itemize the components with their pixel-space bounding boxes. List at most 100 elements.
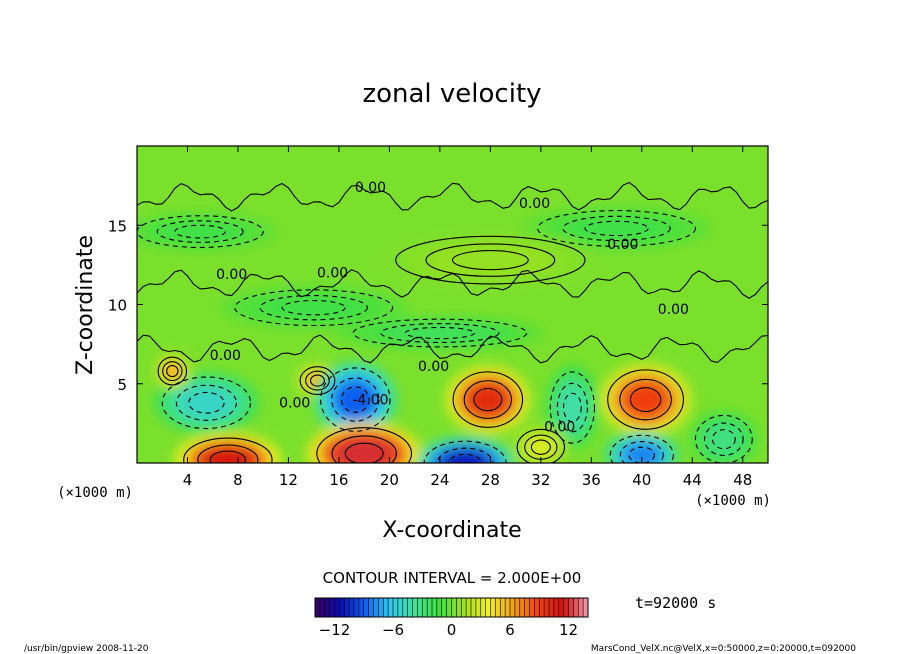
contour-line <box>309 374 325 387</box>
contour-label: 0.00 <box>355 180 386 196</box>
contour-line <box>259 294 368 321</box>
contour-interval-text: CONTOUR INTERVAL = 2.000E+00 <box>323 569 582 587</box>
x-tick-label: 36 <box>582 471 601 489</box>
contour-line <box>137 215 264 248</box>
colorbar-swatch <box>466 598 472 617</box>
x-axis-label: X-coordinate <box>382 518 521 543</box>
colorbar-swatch <box>563 598 569 617</box>
colorbar-swatch <box>568 598 574 617</box>
contour-line <box>549 371 596 444</box>
contour-line <box>609 434 674 463</box>
velocity-cell <box>525 435 556 459</box>
x-tick-label: 8 <box>233 471 243 489</box>
contour-line <box>452 371 524 428</box>
colorbar-swatch <box>315 598 321 617</box>
colorbar-swatch <box>368 598 374 617</box>
velocity-cell <box>159 221 241 242</box>
x-tick-label: 44 <box>683 471 702 489</box>
colorbar-swatch <box>407 598 413 617</box>
colorbar-swatch <box>329 598 335 617</box>
contour-line <box>166 364 179 378</box>
contour-label: 0.00 <box>279 396 310 412</box>
contour-line <box>556 382 588 433</box>
contour-line <box>174 224 226 239</box>
contour-line <box>305 370 330 391</box>
colorbar-swatch <box>480 598 486 617</box>
contour-line <box>281 299 346 316</box>
colorbar-swatch <box>334 598 340 617</box>
contour-label: 0.00 <box>210 348 241 364</box>
colorbar-swatch <box>519 598 525 617</box>
colorbar-swatch <box>436 598 443 617</box>
contour-line <box>161 376 252 430</box>
velocity-cell <box>384 324 496 342</box>
contour-line <box>344 442 384 463</box>
colorbar-swatch <box>534 598 540 617</box>
contour-line <box>188 391 225 414</box>
y-tick-label: 15 <box>108 217 127 235</box>
x-tick-label: 32 <box>531 471 550 489</box>
chart-title: zonal velocity <box>362 79 541 109</box>
zero-contour <box>137 181 768 212</box>
colorbar-swatch <box>349 598 355 617</box>
contour-line <box>530 439 551 455</box>
colorbar-swatch <box>544 598 550 617</box>
contour-label: 0.00 <box>658 302 689 318</box>
contour-line <box>619 441 664 463</box>
colorbar-tick-label: −12 <box>319 621 351 639</box>
contour-line <box>711 429 736 450</box>
contour-line <box>156 220 244 243</box>
velocity-cell <box>705 424 743 455</box>
contour-line <box>162 361 183 382</box>
contour-line <box>299 366 336 395</box>
colorbar-swatch <box>558 598 564 617</box>
colorbar-swatch <box>373 598 379 617</box>
contour-label: 0.00 <box>544 419 575 435</box>
colorbar-swatch <box>514 598 521 617</box>
contour-line <box>197 444 259 463</box>
colorbar-swatch <box>578 598 584 617</box>
velocity-cell <box>465 381 511 418</box>
velocity-cell <box>199 445 257 463</box>
colorbar-swatch <box>324 598 330 617</box>
colorbar-swatch <box>524 598 530 617</box>
velocity-cell <box>558 384 587 431</box>
contour-line <box>694 414 753 463</box>
footer-right: MarsCond_VelX.nc@VelX,x=0:50000,z=0:2000… <box>591 644 856 654</box>
footer-left: /usr/bin/gpview 2008-11-20 <box>24 644 149 654</box>
colorbar-swatch <box>412 598 418 617</box>
contour-line <box>463 380 512 420</box>
colorbar-swatch <box>500 598 506 617</box>
contour-label: -4.00 <box>352 392 388 408</box>
colorbar-swatch <box>490 598 496 617</box>
contour-line <box>157 356 188 386</box>
x-tick-label: 48 <box>733 471 752 489</box>
velocity-cell <box>566 217 668 240</box>
velocity-cell <box>263 296 365 320</box>
colorbar-swatch <box>402 598 408 617</box>
colorbar-swatch <box>441 598 447 617</box>
colorbar-swatch <box>573 598 579 617</box>
colorbar-tick-label: 12 <box>559 621 578 639</box>
contour-line <box>425 243 556 277</box>
y-tick-label: 5 <box>117 376 127 394</box>
x-tick-label: 12 <box>279 471 298 489</box>
colorbar-swatch <box>553 598 560 617</box>
y-tick-label: 10 <box>108 297 127 315</box>
contour-line <box>395 235 586 285</box>
colorbar-swatch <box>583 598 589 617</box>
contour-line <box>234 289 394 327</box>
contour-line <box>703 422 744 456</box>
time-text: t=92000 s <box>635 594 716 612</box>
colorbar-swatch <box>393 598 399 617</box>
velocity-cell <box>163 362 182 380</box>
x-axis-unit: (×1000 m) <box>695 493 771 509</box>
x-tick-label: 20 <box>380 471 399 489</box>
colorbar-swatch <box>549 598 555 617</box>
colorbar-swatch <box>539 598 545 617</box>
colorbar-swatch <box>378 598 384 617</box>
colorbar-swatch <box>495 598 501 617</box>
contour-line <box>340 386 370 413</box>
contour-line <box>209 450 247 463</box>
